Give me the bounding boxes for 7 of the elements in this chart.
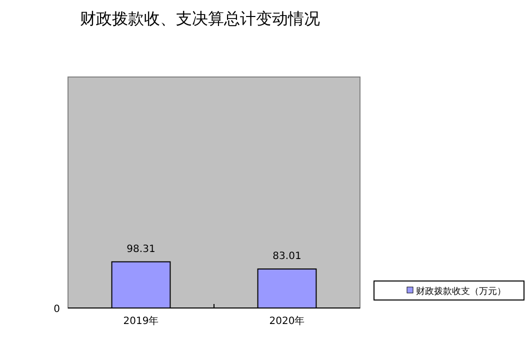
x-tick-label: 2019年 xyxy=(123,315,159,327)
legend-label: 财政拨款收支（万元） xyxy=(416,286,506,297)
data-label: 83.01 xyxy=(272,250,302,262)
title: 财政拨款收、支决算总计变动情况 xyxy=(80,9,320,28)
x-tick-label: 2020年 xyxy=(269,315,305,327)
data-label: 98.31 xyxy=(126,244,156,255)
text: 0 xyxy=(54,304,60,315)
